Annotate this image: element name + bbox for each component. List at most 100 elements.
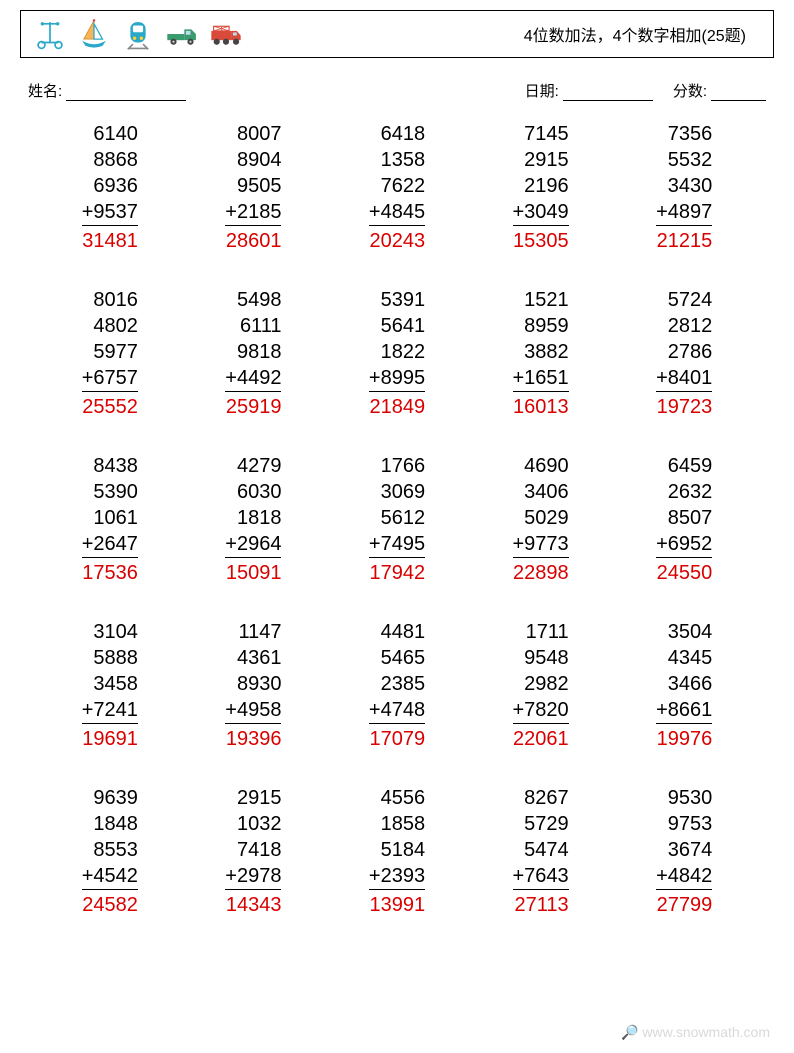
- problem-inner: 614088686936+953731481: [82, 121, 138, 255]
- addend: 5390: [82, 479, 138, 505]
- last-addend: +8401: [656, 365, 712, 392]
- problem-inner: 572428122786+840119723: [656, 287, 712, 421]
- addend: 1061: [82, 505, 138, 531]
- problem: 427960301818+296415091: [182, 453, 326, 587]
- problem: 614088686936+953731481: [38, 121, 182, 255]
- addend: 5977: [82, 339, 138, 365]
- problem-inner: 455618585184+239313991: [369, 785, 425, 919]
- addend: 7622: [369, 173, 425, 199]
- watermark: 🔎 www.snowmath.com: [621, 1024, 770, 1041]
- problem: 953097533674+484227799: [612, 785, 756, 919]
- answer: 21849: [369, 392, 425, 421]
- problem: 963918488553+454224582: [38, 785, 182, 919]
- addend: 2196: [513, 173, 569, 199]
- addend: 6459: [656, 453, 712, 479]
- date-blank: [563, 85, 653, 101]
- addend: 8007: [225, 121, 281, 147]
- truck-icon: [165, 17, 199, 51]
- answer: 19691: [82, 724, 138, 753]
- problem: 291510327418+297814343: [182, 785, 326, 919]
- addend: 8930: [225, 671, 281, 697]
- addend: 8438: [82, 453, 138, 479]
- addend: 5029: [513, 505, 569, 531]
- answer: 13991: [369, 890, 425, 919]
- answer: 19723: [656, 392, 712, 421]
- addend: 4802: [82, 313, 138, 339]
- answer: 14343: [225, 890, 281, 919]
- addend: 1032: [225, 811, 281, 837]
- addend: 6936: [82, 173, 138, 199]
- answer: 27113: [513, 890, 569, 919]
- addend: 1358: [369, 147, 425, 173]
- score-label: 分数:: [673, 80, 707, 101]
- answer: 17079: [369, 724, 425, 753]
- addend: 5498: [225, 287, 281, 313]
- problems-grid: 614088686936+953731481800789049505+21852…: [20, 121, 774, 919]
- addend: 1822: [369, 339, 425, 365]
- scooter-icon: [33, 17, 67, 51]
- addend: 9818: [225, 339, 281, 365]
- last-addend: +2185: [225, 199, 281, 226]
- problem: 469034065029+977322898: [469, 453, 613, 587]
- problem-inner: 714529152196+304915305: [513, 121, 569, 255]
- answer: 27799: [656, 890, 712, 919]
- problem-inner: 963918488553+454224582: [82, 785, 138, 919]
- addend: 8553: [82, 837, 138, 863]
- problem: 641813587622+484520243: [325, 121, 469, 255]
- answer: 24550: [656, 558, 712, 587]
- addend: 7145: [513, 121, 569, 147]
- addend: 9548: [513, 645, 569, 671]
- addend: 3674: [656, 837, 712, 863]
- vehicle-icons: [33, 17, 243, 51]
- problem-inner: 448154652385+474817079: [369, 619, 425, 753]
- addend: 8016: [82, 287, 138, 313]
- addend: 2385: [369, 671, 425, 697]
- problem-inner: 549861119818+449225919: [225, 287, 281, 421]
- problem: 549861119818+449225919: [182, 287, 326, 421]
- last-addend: +1651: [513, 365, 569, 392]
- addend: 8507: [656, 505, 712, 531]
- problem-inner: 152189593882+165116013: [513, 287, 569, 421]
- score-blank: [711, 85, 766, 101]
- addend: 2786: [656, 339, 712, 365]
- answer: 17942: [369, 558, 425, 587]
- addend: 6111: [225, 313, 281, 339]
- date-score-fields: 日期: 分数:: [525, 80, 766, 101]
- addend: 5184: [369, 837, 425, 863]
- problem-inner: 469034065029+977322898: [513, 453, 569, 587]
- answer: 16013: [513, 392, 569, 421]
- answer: 31481: [82, 226, 138, 255]
- answer: 21215: [656, 226, 712, 255]
- train-icon: [121, 17, 155, 51]
- addend: 5474: [513, 837, 569, 863]
- problem-inner: 114743618930+495819396: [225, 619, 281, 753]
- last-addend: +4897: [656, 199, 712, 226]
- problem-inner: 800789049505+218528601: [225, 121, 281, 255]
- addend: 4279: [225, 453, 281, 479]
- addend: 1521: [513, 287, 569, 313]
- problem-inner: 427960301818+296415091: [225, 453, 281, 587]
- addend: 7418: [225, 837, 281, 863]
- last-addend: +8995: [369, 365, 425, 392]
- addend: 3430: [656, 173, 712, 199]
- addend: 8904: [225, 147, 281, 173]
- answer: 28601: [225, 226, 281, 255]
- addend: 2915: [225, 785, 281, 811]
- problem-inner: 641813587622+484520243: [369, 121, 425, 255]
- addend: 1711: [513, 619, 569, 645]
- last-addend: +2978: [225, 863, 281, 890]
- answer: 19396: [225, 724, 281, 753]
- addend: 6030: [225, 479, 281, 505]
- addend: 1848: [82, 811, 138, 837]
- last-addend: +7643: [513, 863, 569, 890]
- last-addend: +2393: [369, 863, 425, 890]
- problem: 350443453466+866119976: [612, 619, 756, 753]
- problem-inner: 176630695612+749517942: [369, 453, 425, 587]
- addend: 9505: [225, 173, 281, 199]
- last-addend: +4748: [369, 697, 425, 724]
- addend: 1766: [369, 453, 425, 479]
- problem: 455618585184+239313991: [325, 785, 469, 919]
- addend: 8868: [82, 147, 138, 173]
- addend: 5391: [369, 287, 425, 313]
- problem: 176630695612+749517942: [325, 453, 469, 587]
